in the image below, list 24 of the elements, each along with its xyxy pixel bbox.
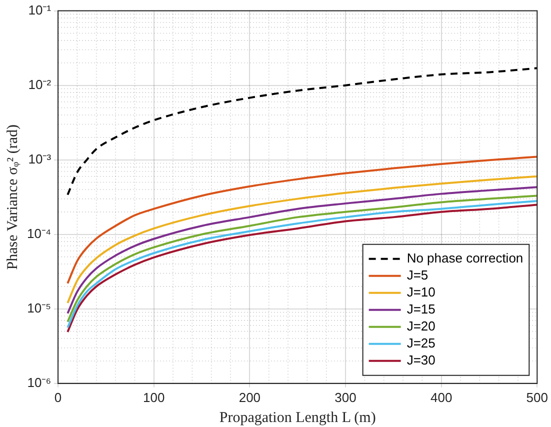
- legend-label: J=25: [406, 335, 436, 350]
- y-tick-label: 10⁻²: [28, 76, 52, 92]
- y-axis-title: Phase Variance σᵩ² (rad): [4, 124, 21, 270]
- line-series: [66, 156, 538, 284]
- line-series: [66, 67, 538, 196]
- legend-label: J=10: [406, 284, 436, 300]
- x-tick-label: 100: [143, 390, 165, 405]
- y-tick-label: 10⁻⁵: [27, 300, 52, 316]
- x-tick-label: 400: [430, 390, 452, 405]
- line-series: [66, 175, 538, 304]
- legend-label: J=5: [406, 267, 428, 282]
- x-tick-label: 0: [54, 390, 62, 405]
- x-axis-title: Propagation Length L (m): [219, 410, 376, 426]
- legend-label: No phase correction: [406, 250, 524, 266]
- x-tick-label: 500: [526, 390, 548, 405]
- y-tick-label: 10⁻⁶: [27, 374, 52, 390]
- legend-label: J=15: [406, 301, 436, 316]
- y-tick-label: 10⁻³: [28, 151, 52, 166]
- x-tick-label: 200: [238, 390, 261, 405]
- y-tick-label: 10⁻⁴: [27, 226, 52, 241]
- legend-label: J=20: [406, 318, 436, 334]
- y-tick-label: 10⁻¹: [28, 2, 52, 18]
- legend-label: J=30: [406, 352, 436, 368]
- x-tick-label: 300: [334, 390, 356, 405]
